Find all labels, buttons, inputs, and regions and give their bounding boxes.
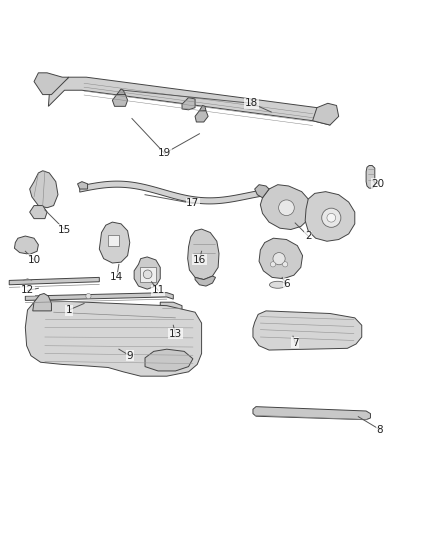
Polygon shape — [25, 293, 173, 301]
Text: 16: 16 — [193, 255, 206, 265]
Text: 14: 14 — [110, 272, 124, 282]
Text: 10: 10 — [28, 255, 41, 265]
Polygon shape — [253, 407, 371, 419]
Circle shape — [327, 213, 336, 222]
Circle shape — [143, 270, 152, 279]
Polygon shape — [134, 257, 160, 289]
Circle shape — [273, 253, 285, 265]
Polygon shape — [259, 238, 303, 279]
Text: 11: 11 — [152, 286, 165, 295]
Polygon shape — [25, 301, 201, 376]
Polygon shape — [366, 166, 375, 188]
Polygon shape — [254, 184, 269, 198]
Circle shape — [283, 262, 288, 267]
Polygon shape — [108, 235, 119, 246]
Text: 18: 18 — [245, 98, 258, 108]
Text: 2: 2 — [305, 231, 311, 241]
Polygon shape — [195, 111, 208, 122]
Polygon shape — [182, 98, 195, 110]
Circle shape — [270, 262, 276, 267]
Text: 20: 20 — [371, 179, 385, 189]
Text: 12: 12 — [21, 286, 34, 295]
Polygon shape — [305, 192, 355, 241]
Polygon shape — [48, 77, 332, 125]
Polygon shape — [284, 192, 295, 199]
Polygon shape — [30, 206, 47, 219]
Polygon shape — [313, 103, 339, 125]
Polygon shape — [14, 236, 39, 254]
Polygon shape — [145, 349, 193, 371]
Polygon shape — [140, 266, 156, 282]
Text: 8: 8 — [377, 425, 383, 435]
Text: 13: 13 — [169, 329, 182, 339]
Text: 17: 17 — [186, 198, 200, 208]
Polygon shape — [99, 222, 130, 263]
Polygon shape — [199, 106, 206, 111]
Polygon shape — [9, 277, 99, 285]
Ellipse shape — [269, 281, 286, 288]
Polygon shape — [34, 73, 69, 94]
Polygon shape — [260, 184, 311, 230]
Polygon shape — [113, 94, 127, 107]
Polygon shape — [117, 89, 125, 94]
Polygon shape — [78, 182, 88, 189]
Polygon shape — [253, 311, 362, 350]
Circle shape — [86, 294, 91, 298]
Text: 15: 15 — [58, 224, 71, 235]
Text: 19: 19 — [158, 148, 171, 158]
Polygon shape — [187, 229, 219, 279]
Polygon shape — [160, 302, 182, 317]
Text: 1: 1 — [66, 305, 72, 315]
Text: 6: 6 — [283, 279, 290, 289]
Polygon shape — [30, 171, 58, 208]
Circle shape — [279, 200, 294, 215]
Text: 9: 9 — [127, 351, 133, 361]
Polygon shape — [33, 294, 51, 311]
Text: 7: 7 — [292, 338, 298, 348]
Polygon shape — [80, 181, 289, 204]
Circle shape — [322, 208, 341, 228]
Polygon shape — [195, 276, 215, 286]
